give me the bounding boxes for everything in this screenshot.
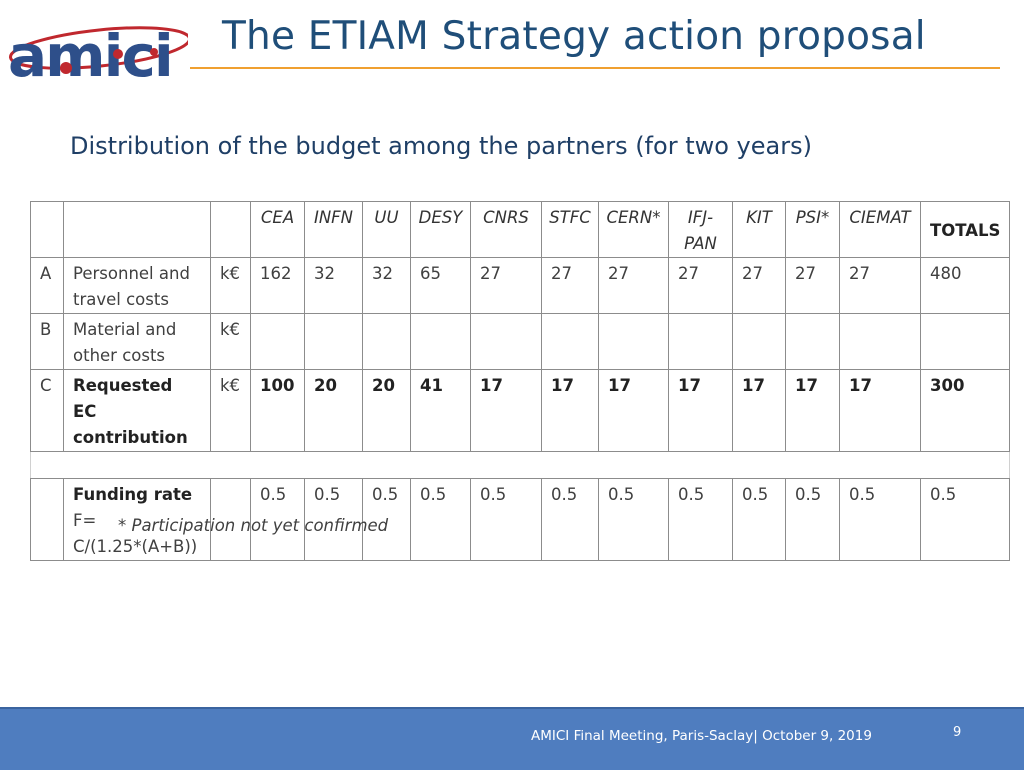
table-cell: 27 [598, 257, 669, 314]
funding-formula-line2: C/(1.25*(A+B)) [73, 537, 198, 556]
partner-header: STFC [541, 201, 599, 258]
table-cell: 17 [785, 369, 840, 452]
page-number: 9 [953, 725, 962, 740]
table-row: A Personnel and travel costs k€ 162 32 3… [30, 257, 1011, 314]
table-cell: 162 [250, 257, 305, 314]
totals-header: TOTALS [919, 201, 1011, 258]
row-unit: k€ [210, 369, 251, 452]
row-label: Personnel and travel costs [63, 257, 211, 314]
row-total: 480 [919, 257, 1011, 314]
slide-title: The ETIAM Strategy action proposal [222, 14, 926, 59]
table-cell: 0.5 [362, 478, 411, 561]
table-cell [210, 201, 251, 258]
table-cell: 17 [541, 369, 599, 452]
table-cell: 0.5 [839, 478, 921, 561]
table-cell: 65 [410, 257, 471, 314]
partner-header: CERN* [598, 201, 669, 258]
table-cell: 0.5 [304, 478, 363, 561]
row-total: 0.5 [919, 478, 1011, 561]
row-label: Material and other costs [63, 313, 211, 370]
budget-table: CEA INFN UU DESY CNRS STFC CERN* IFJ-PAN… [29, 201, 1011, 561]
partner-header: CEA [250, 201, 305, 258]
table-cell [210, 478, 251, 561]
row-total: 300 [919, 369, 1011, 452]
table-cell: 0.5 [410, 478, 471, 561]
funding-rate-label: Funding rate [73, 485, 193, 504]
table-cell: 27 [541, 257, 599, 314]
footnote: * Participation not yet confirmed [118, 516, 389, 535]
partner-header: IFJ-PAN [668, 201, 733, 258]
table-cell: 27 [732, 257, 786, 314]
table-cell [541, 313, 599, 370]
table-cell: 0.5 [732, 478, 786, 561]
table-cell: 20 [304, 369, 363, 452]
table-cell: 0.5 [668, 478, 733, 561]
table-cell: 32 [304, 257, 363, 314]
funding-formula-line1: F= [73, 511, 97, 530]
table-spacer-row [29, 451, 1011, 479]
table-cell: 0.5 [785, 478, 840, 561]
table-cell [732, 313, 786, 370]
table-cell: 27 [839, 257, 921, 314]
table-cell: 0.5 [470, 478, 542, 561]
partner-header: INFN [304, 201, 363, 258]
row-unit: k€ [210, 257, 251, 314]
row-unit: k€ [210, 313, 251, 370]
partner-header: CIEMAT [839, 201, 921, 258]
partner-header: PSI* [785, 201, 840, 258]
funding-rate-label-cell: Funding rate F= C/(1.25*(A+B)) [63, 478, 211, 561]
table-cell: 27 [785, 257, 840, 314]
table-cell [598, 313, 669, 370]
footer-text: AMICI Final Meeting, Paris-Saclay| Octob… [531, 728, 872, 744]
table-row: C Requested EC contribution k€ 100 20 20… [30, 369, 1011, 452]
table-cell: 27 [470, 257, 542, 314]
table-cell [668, 313, 733, 370]
table-cell: 0.5 [598, 478, 669, 561]
table-cell: 17 [839, 369, 921, 452]
table-cell [785, 313, 840, 370]
row-letter: C [30, 369, 64, 452]
table-cell [362, 313, 411, 370]
table-cell: 41 [410, 369, 471, 452]
table-cell [304, 313, 363, 370]
row-total [919, 313, 1011, 370]
slide-subtitle: Distribution of the budget among the par… [70, 132, 812, 160]
partner-header: UU [362, 201, 411, 258]
table-cell [250, 313, 305, 370]
table-cell: 20 [362, 369, 411, 452]
table-cell [30, 201, 64, 258]
table-cell [30, 478, 64, 561]
table-cell [470, 313, 542, 370]
partner-header: DESY [410, 201, 471, 258]
table-cell: 32 [362, 257, 411, 314]
table-cell [839, 313, 921, 370]
table-cell: 17 [732, 369, 786, 452]
table-cell [29, 451, 1011, 479]
row-label: Requested EC contribution [63, 369, 211, 452]
table-header-row: CEA INFN UU DESY CNRS STFC CERN* IFJ-PAN… [30, 201, 1011, 258]
table-cell: 100 [250, 369, 305, 452]
row-letter: A [30, 257, 64, 314]
table-cell: 17 [668, 369, 733, 452]
table-cell [410, 313, 471, 370]
title-underline [190, 67, 1000, 69]
partner-header: CNRS [470, 201, 542, 258]
amici-logo: amici [8, 22, 188, 90]
table-cell [63, 201, 211, 258]
table-cell: 27 [668, 257, 733, 314]
table-cell: 0.5 [250, 478, 305, 561]
partner-header: KIT [732, 201, 786, 258]
table-cell: 17 [598, 369, 669, 452]
table-cell: 17 [470, 369, 542, 452]
logo-wordmark: amici [8, 22, 172, 90]
table-cell: 0.5 [541, 478, 599, 561]
row-letter: B [30, 313, 64, 370]
footer-bar [0, 707, 1024, 770]
table-row: B Material and other costs k€ [30, 313, 1011, 370]
funding-rate-row: Funding rate F= C/(1.25*(A+B)) 0.5 0.5 0… [30, 478, 1011, 561]
